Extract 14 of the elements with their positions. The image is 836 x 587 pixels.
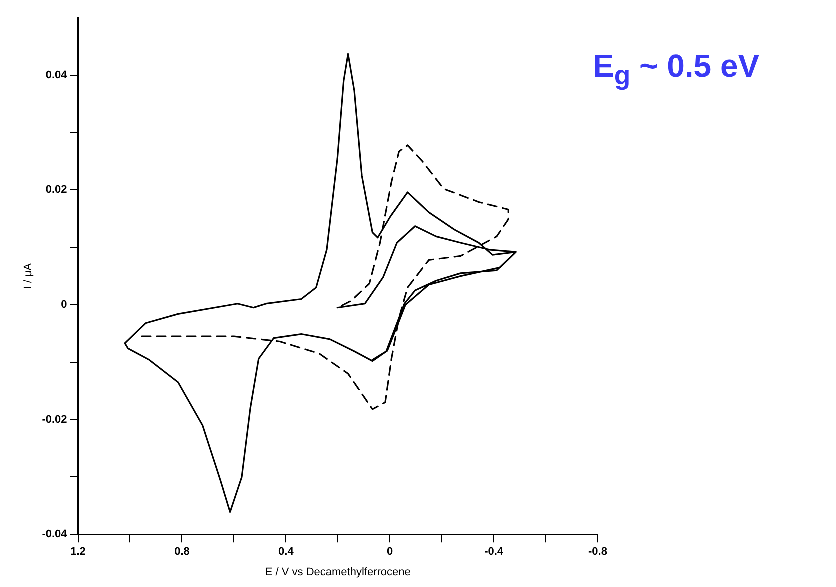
x-axis-title: E / V vs Decamethylferrocene: [265, 566, 411, 578]
y-tick-label: -0.04: [42, 528, 68, 541]
x-tick-label: 0.8: [174, 546, 190, 558]
y-tick-label: 0.04: [46, 69, 68, 82]
x-tick-label: 0.4: [278, 546, 295, 558]
y-tick-label: -0.02: [42, 414, 68, 426]
x-tick-label: 0: [387, 546, 394, 558]
y-axis-title: I / μA: [22, 262, 35, 290]
x-tick-label: 1.2: [70, 546, 86, 558]
y-tick-label: 0.02: [46, 184, 68, 196]
x-tick-label: -0.4: [484, 546, 504, 558]
x-tick-label: -0.8: [588, 546, 608, 558]
annotation: E$_{g}$ ~ 0.5 eV: [593, 48, 760, 92]
y-tick-label: 0: [61, 299, 68, 312]
